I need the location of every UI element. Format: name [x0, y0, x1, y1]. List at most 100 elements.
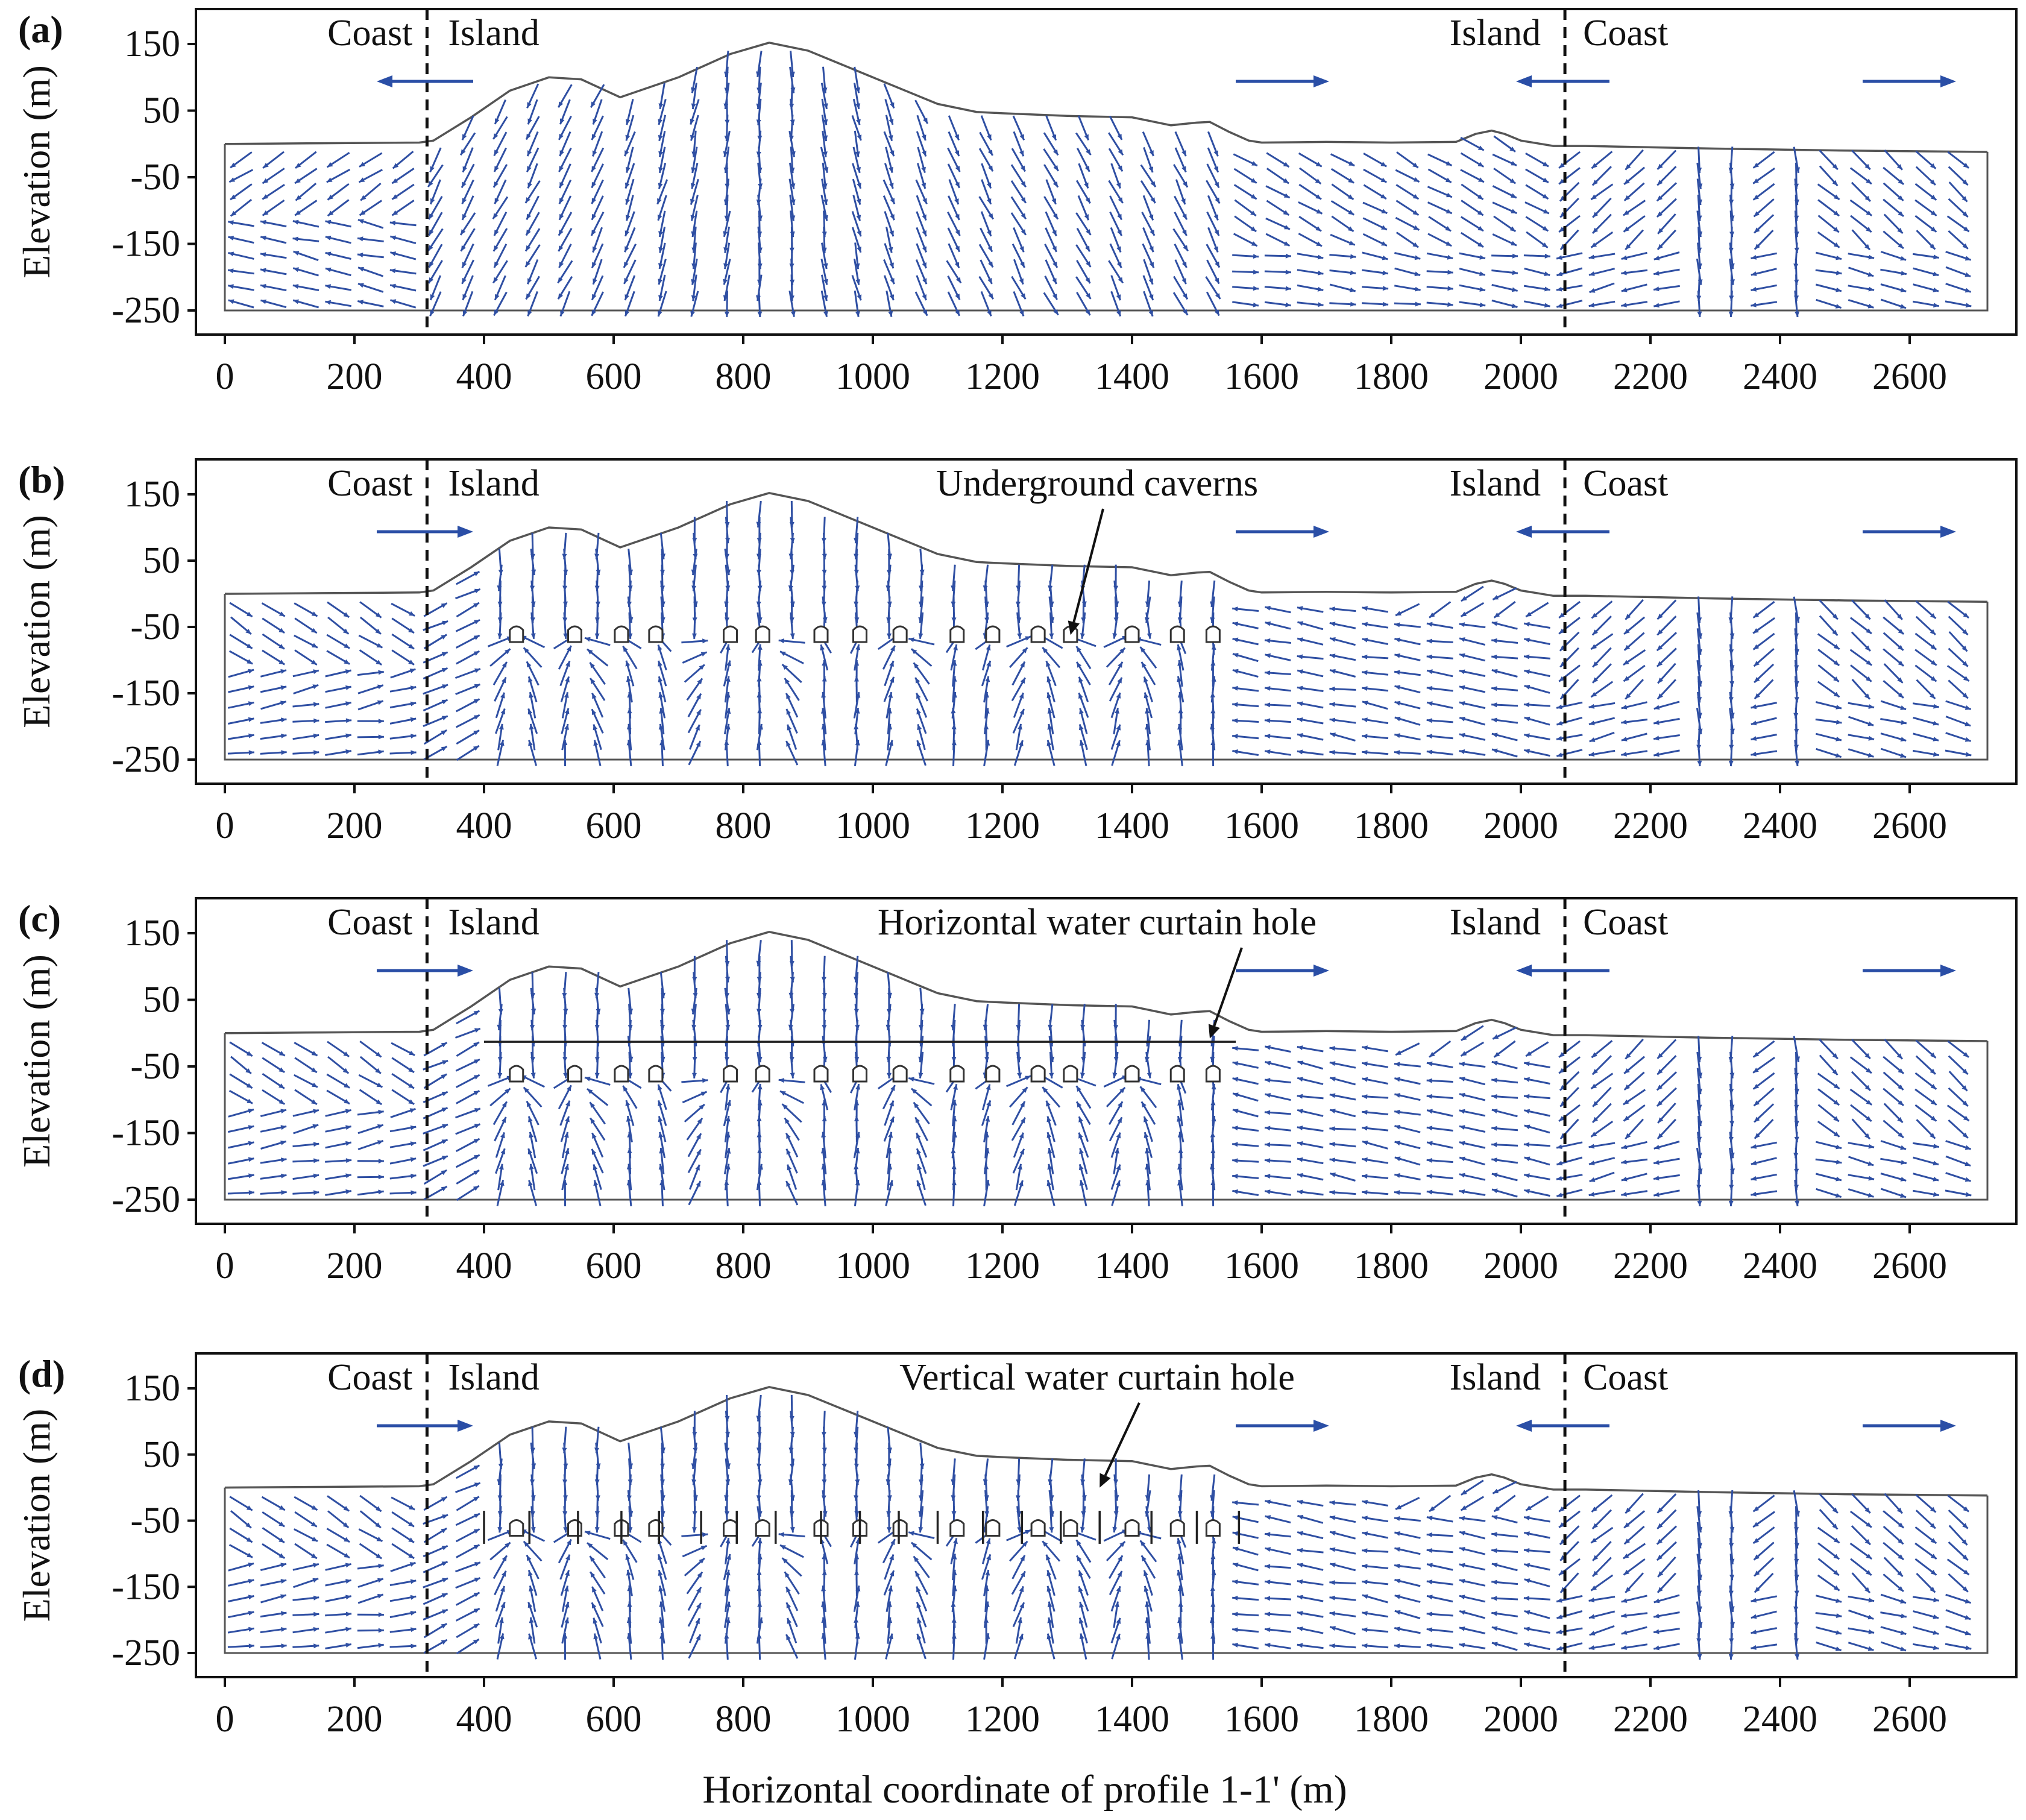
flow-vector-head: [951, 1057, 957, 1063]
flow-vector-head: [344, 659, 350, 664]
flow-vector-head: [1836, 705, 1842, 710]
x-tick-label: 1600: [1224, 1699, 1299, 1740]
flow-vector-head: [1965, 1192, 1972, 1197]
flow-vector-head: [1833, 676, 1839, 682]
flow-vector-head: [916, 708, 922, 715]
flow-vector-head: [1362, 734, 1368, 739]
flow-vector-head: [1556, 1176, 1562, 1181]
flow-vector-head: [530, 1057, 535, 1063]
flow-vector-head: [409, 1050, 415, 1056]
flow-vector-head: [563, 1495, 568, 1501]
flow-vector-head: [1592, 629, 1598, 635]
flow-vector-head: [628, 1511, 634, 1517]
flow-vector-head: [756, 960, 761, 966]
flow-vector-head: [854, 570, 859, 576]
flow-vector-head: [502, 1555, 507, 1561]
flow-vector-head: [1625, 1053, 1631, 1059]
flow-vector-head: [916, 1634, 922, 1640]
flow-vector-head: [441, 746, 447, 752]
flow-vector-head: [1930, 1068, 1936, 1074]
flow-vector-head: [1560, 693, 1566, 699]
flow-vector-head: [473, 1042, 479, 1047]
flow-vector-head: [1730, 279, 1735, 285]
flow-vector-head: [1794, 697, 1799, 703]
flow-vector-head: [375, 1068, 381, 1074]
flow-vector-head: [1898, 692, 1904, 698]
flow-vector-head: [345, 1173, 351, 1179]
flow-vector-head: [228, 284, 234, 289]
flow-vector-head: [1491, 1077, 1497, 1083]
flow-vector-head: [886, 1009, 892, 1015]
flow-vector-head: [592, 246, 597, 253]
flow-vector-head: [1559, 1570, 1565, 1575]
flow-vector-head: [983, 1024, 988, 1031]
flow-vector-head: [1657, 693, 1663, 699]
flow-vector-head: [1867, 721, 1874, 726]
flow-vector-head: [473, 1010, 480, 1016]
flow-vector-head: [1177, 1084, 1181, 1090]
y-tick-label: -250: [112, 1633, 180, 1674]
flow-vector-head: [248, 701, 254, 706]
flow-vector-head: [855, 585, 860, 591]
flow-vector-head: [1426, 638, 1432, 644]
flow-vector-head: [658, 135, 663, 141]
flow-vector-head: [531, 1463, 536, 1469]
flow-vector-head: [726, 1463, 731, 1469]
flow-vector-head: [1145, 1148, 1150, 1154]
flow-vector-head: [821, 538, 826, 544]
flow-vector-head: [1265, 1189, 1271, 1194]
flow-vector-head: [757, 279, 762, 285]
flow-vector-head: [411, 1627, 417, 1633]
flow-vector-head: [313, 1142, 319, 1147]
flow-vector-head: [390, 299, 397, 304]
flow-vector-head: [1729, 1152, 1735, 1159]
flow-vector-head: [230, 210, 237, 216]
flow-vector-head: [502, 1101, 507, 1107]
flow-vector-head: [1114, 1495, 1119, 1501]
flow-vector-head: [592, 1586, 597, 1593]
flow-vector-head: [1394, 1516, 1400, 1521]
flow-vector-head: [886, 1511, 892, 1517]
flow-vector-head: [921, 166, 926, 173]
flow-vector-head: [1591, 1083, 1597, 1089]
flow-vector-head: [1148, 310, 1153, 316]
flow-vector-head: [889, 150, 895, 157]
flow-vector-head: [1116, 294, 1121, 301]
flow-vector-head: [1697, 168, 1702, 174]
flow-vector-head: [784, 1118, 790, 1124]
flow-vector-head: [1477, 145, 1484, 151]
flow-vector-head: [986, 1100, 991, 1107]
flow-vector-head: [1559, 676, 1565, 682]
flow-vector-head: [1753, 1068, 1759, 1073]
flow-vector-head: [1459, 1531, 1465, 1536]
flow-vector-head: [295, 163, 301, 168]
flow-vector-head: [786, 1181, 791, 1187]
flow-vector-head: [1962, 646, 1968, 652]
flow-vector-head: [1394, 670, 1400, 675]
flow-vector-head: [1362, 1157, 1368, 1162]
flow-vector-head: [782, 1104, 788, 1110]
flow-vector-head: [1141, 662, 1147, 668]
flow-vector-head: [441, 730, 447, 735]
flow-vector-head: [377, 1124, 383, 1129]
flow-vector-head: [790, 231, 795, 238]
flow-vector-head: [660, 1511, 665, 1517]
flow-vector-head: [725, 521, 730, 527]
flow-vector-head: [890, 278, 895, 285]
flow-vector-head: [409, 611, 415, 616]
flow-vector-head: [1559, 628, 1565, 634]
flow-vector-head: [526, 1555, 532, 1561]
flow-vector-head: [855, 263, 860, 269]
flow-vector-head: [725, 1057, 729, 1063]
flow-vector-head: [345, 685, 351, 690]
flow-vector-head: [1898, 179, 1904, 184]
flow-vector-head: [1116, 1164, 1121, 1171]
flow-vector-head: [311, 1099, 317, 1104]
flow-vector-head: [1117, 677, 1122, 684]
flow-vector-head: [1930, 613, 1936, 619]
flow-vector-head: [857, 294, 862, 301]
flow-vector-head: [756, 151, 761, 157]
flow-vector-head: [1426, 1157, 1432, 1163]
flow-vector-head: [559, 133, 564, 140]
